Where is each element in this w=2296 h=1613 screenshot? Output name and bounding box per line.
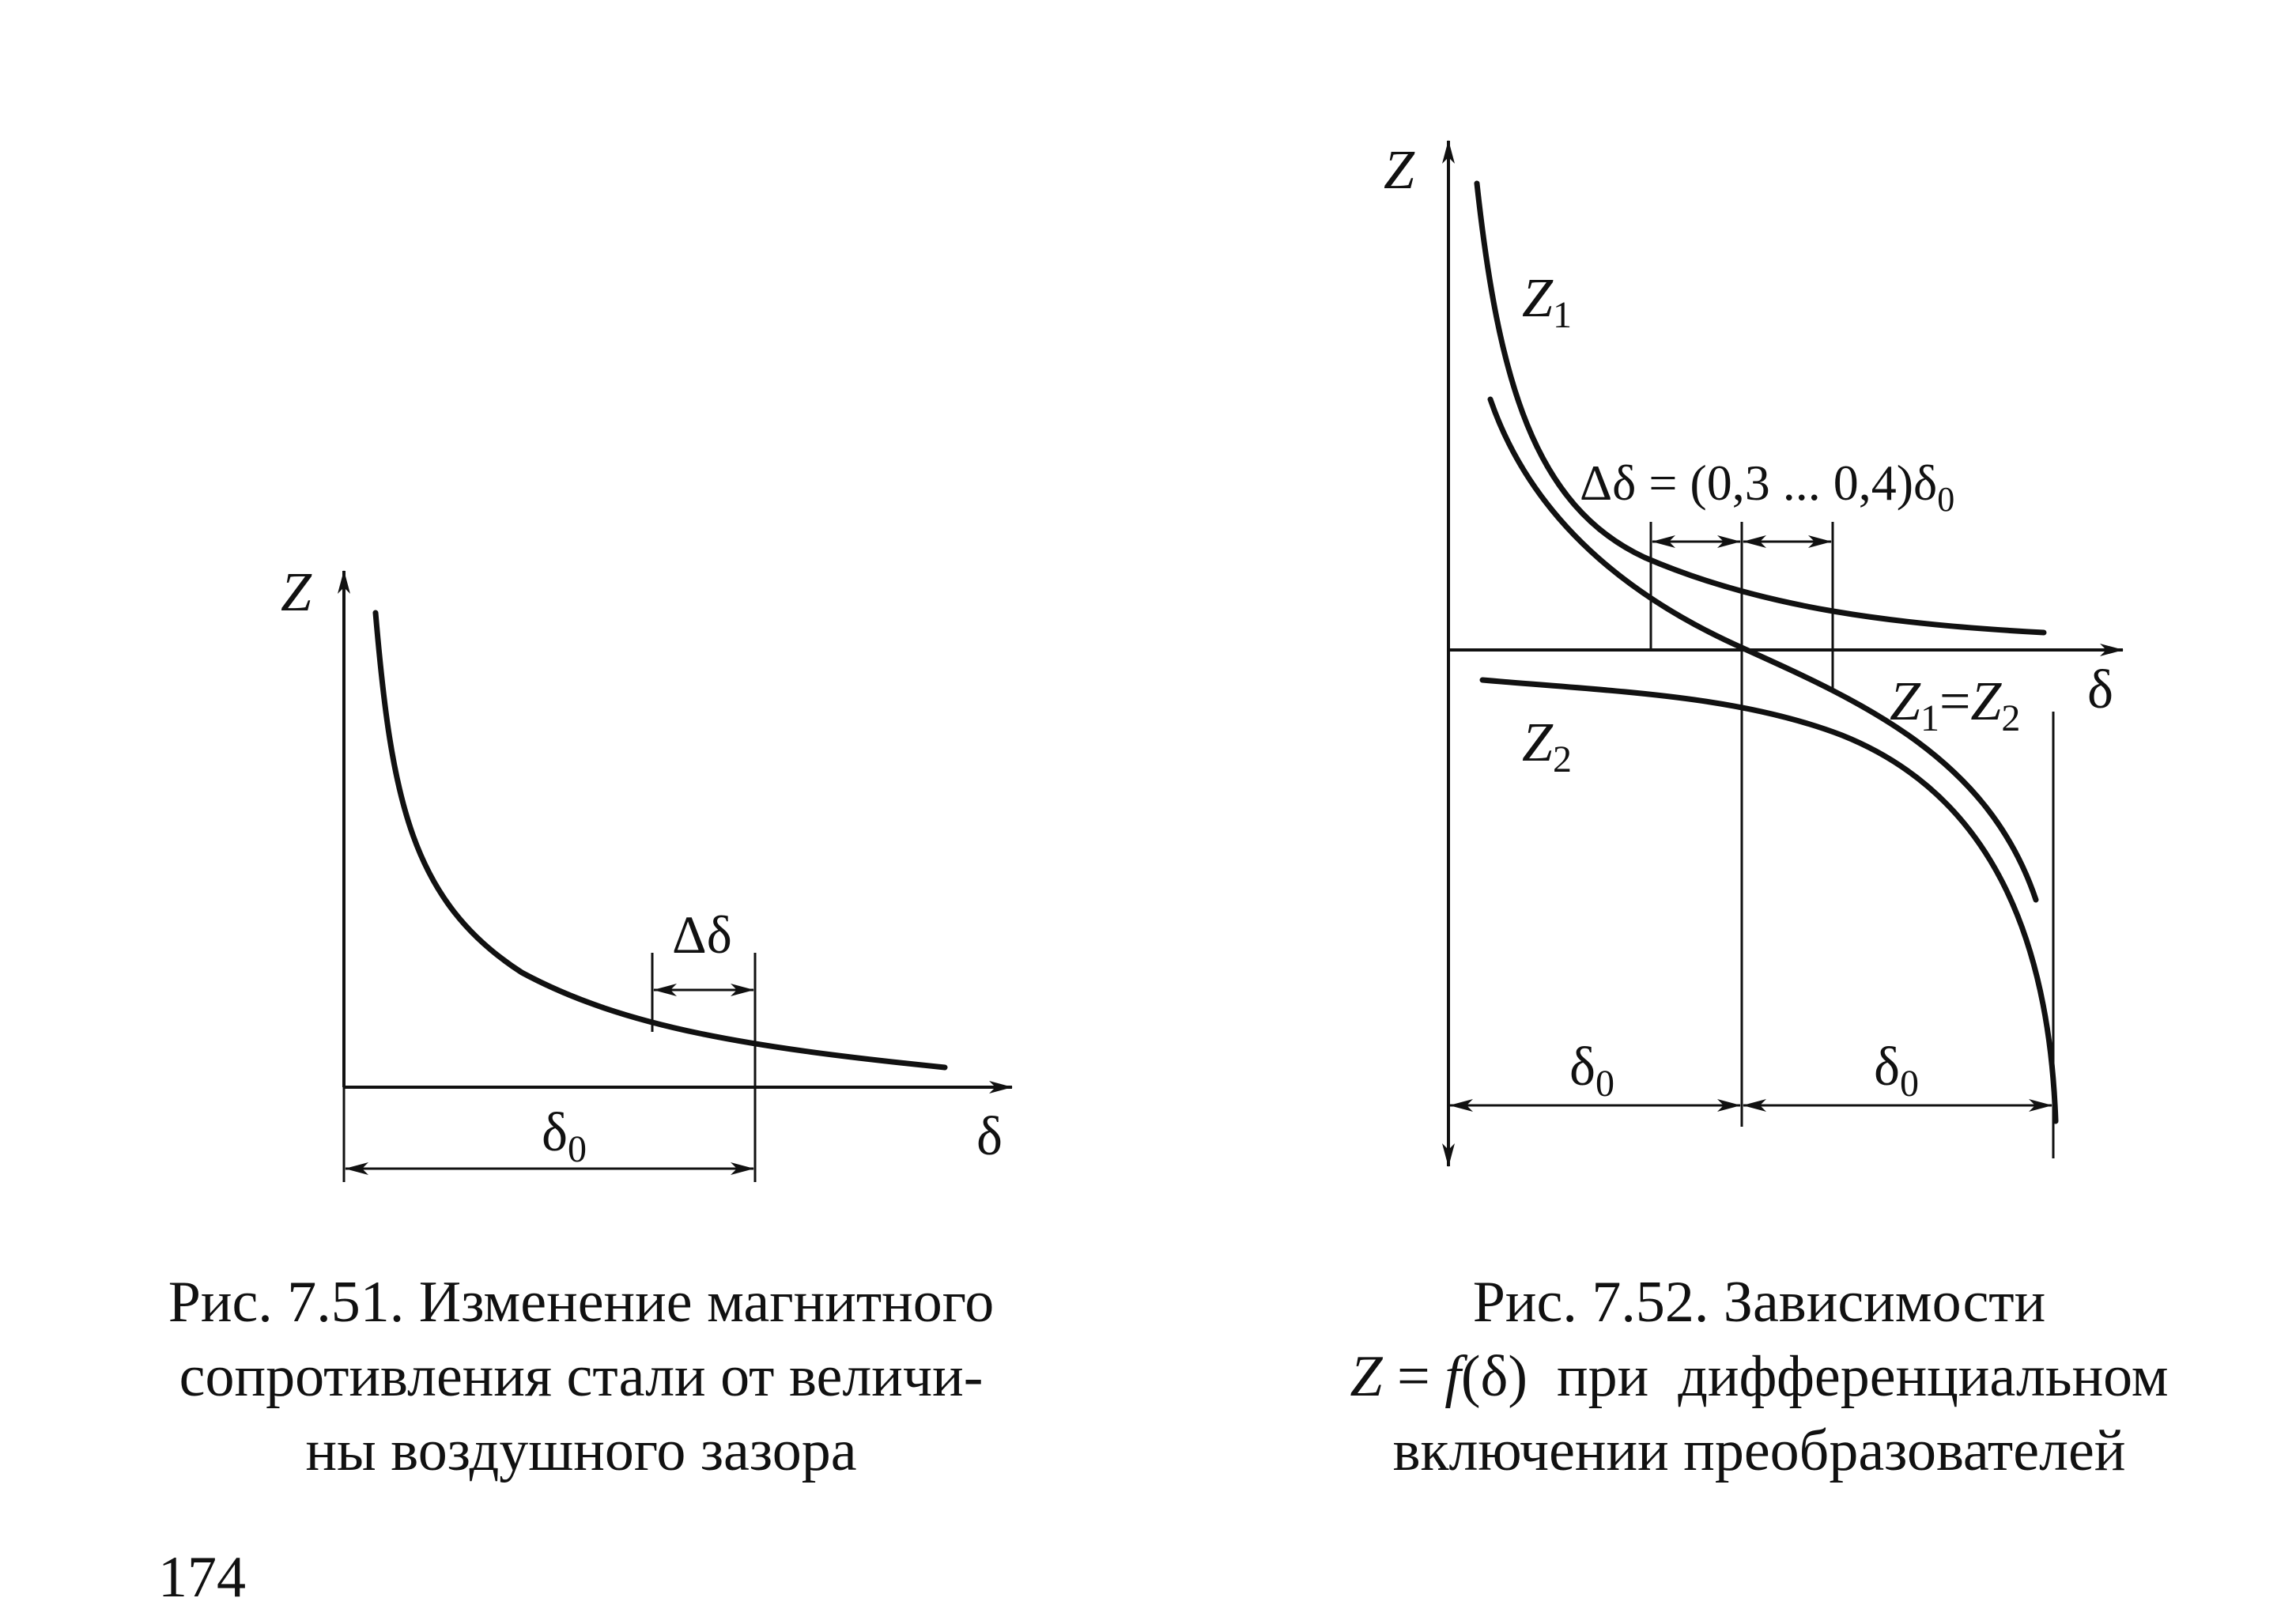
- fig752-delta-range-label: Δδ = (0,3 ... 0,4)δ0: [1580, 455, 1954, 519]
- fig751-delta-label: Δδ: [672, 905, 732, 965]
- figure-752: Z δ Z1 Z2 Z1=Z2 Δδ = (0,3 ... 0,4)δ0 δ0 …: [1384, 140, 2124, 1167]
- figures-canvas: Z δ Δδ δ0: [281, 140, 2124, 1182]
- fig752-z2-label: Z2: [1522, 712, 1572, 780]
- page-number: 174: [158, 1545, 246, 1610]
- fig752-z2-curve: [1479, 677, 2059, 1124]
- caption-751-line-3: ны воздушного зазора: [305, 1418, 857, 1483]
- caption-752-z: Z: [1350, 1344, 1383, 1409]
- fig752-equality-label: Z1=Z2: [1890, 671, 2020, 739]
- caption-752-f: f: [1444, 1344, 1461, 1409]
- caption-752-eq: =: [1382, 1344, 1445, 1409]
- caption-751-line-1: Рис. 7.51. Изменение магнитного: [168, 1270, 995, 1335]
- fig752-delta0-left-label: δ0: [1569, 1037, 1614, 1105]
- fig751-y-axis-label: Z: [281, 562, 312, 623]
- fig752-delta0-right-label: δ0: [1874, 1037, 1919, 1105]
- caption-752-line-2: Z = f(δ) при дифференциальном: [1273, 1339, 2245, 1414]
- figure-752-caption: Рис. 7.52. Зависимости Z = f(δ) при дифф…: [1273, 1265, 2245, 1488]
- figure-751-caption: Рис. 7.51. Изменение магнитного сопротив…: [95, 1265, 1067, 1488]
- caption-752-line-3: включении преобразователей: [1392, 1418, 2126, 1483]
- fig751-x-axis-label: δ: [976, 1106, 1003, 1167]
- fig751-reluctance-curve: [372, 610, 948, 1071]
- fig751-delta0-label: δ0: [542, 1102, 587, 1170]
- figure-751: Z δ Δδ δ0: [281, 562, 1013, 1182]
- caption-752-line-1: Рис. 7.52. Зависимости: [1472, 1270, 2046, 1335]
- fig752-z1-label: Z1: [1522, 268, 1572, 336]
- fig752-sum-curve: [1487, 396, 2039, 903]
- book-page: Z δ Δδ δ0: [95, 140, 2245, 1610]
- fig752-x-axis-label: δ: [2087, 659, 2113, 720]
- caption-752-rest: (δ) при дифференциальном: [1460, 1344, 2169, 1409]
- caption-751-line-2: сопротивления стали от величи-: [179, 1344, 984, 1409]
- fig752-y-axis-label: Z: [1384, 140, 1415, 201]
- fig752-z1-curve: [1474, 180, 2047, 636]
